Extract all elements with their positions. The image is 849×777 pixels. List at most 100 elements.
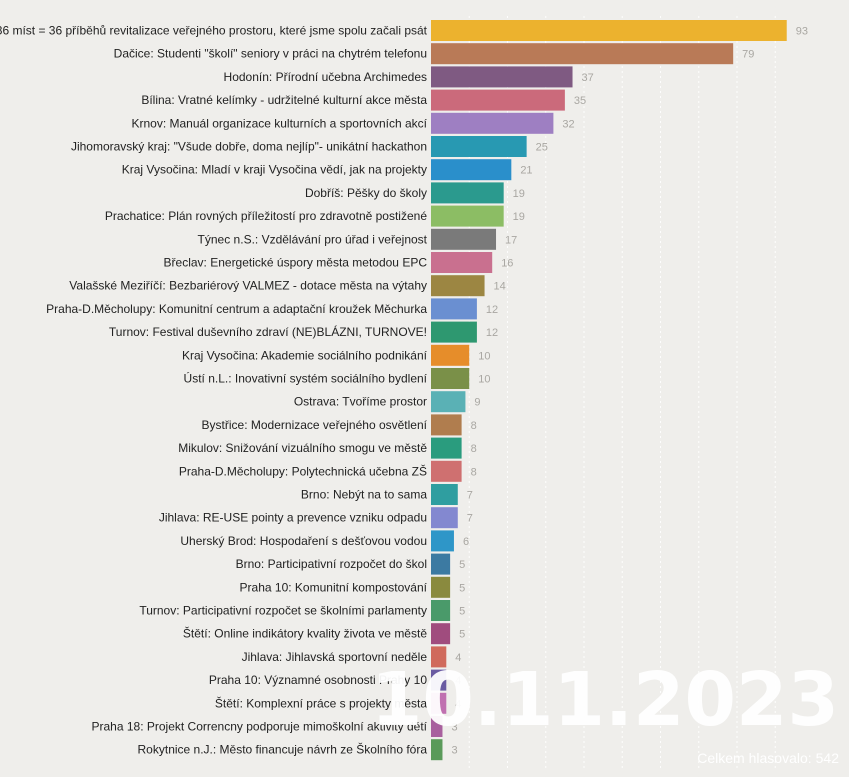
bar — [431, 275, 485, 297]
value-label: 10 — [478, 374, 490, 386]
category-label: Praha 18: Projekt Correncny podporuje mi… — [92, 720, 428, 734]
value-label: 17 — [505, 234, 517, 246]
bar — [431, 576, 451, 598]
value-label: 4 — [455, 675, 461, 687]
value-label: 25 — [536, 142, 548, 154]
category-label: Turnov: Festival duševního zdraví (NE)BL… — [109, 324, 427, 339]
category-label: Uherský Brod: Hospodaření s dešťovou vod… — [180, 534, 427, 548]
bar — [431, 739, 443, 761]
value-label: 9 — [474, 397, 480, 409]
bar — [431, 414, 462, 436]
bar — [431, 89, 565, 111]
category-label: Brno: Nebýt na to sama — [301, 488, 427, 502]
category-label: Mikulov: Snižování vizuálního smogu ve m… — [178, 441, 427, 455]
category-label: Týnec n.S.: Vzdělávání pro úřad i veřejn… — [198, 232, 428, 246]
bar — [431, 112, 554, 134]
value-label: 32 — [562, 118, 574, 130]
bar — [431, 646, 447, 668]
value-label: 6 — [463, 536, 469, 548]
value-label: 4 — [455, 652, 461, 664]
bar — [431, 553, 451, 575]
category-label: Štětí: Online indikátory kvality života … — [183, 626, 427, 641]
category-label: Prachatice: Plán rovných příležitostí pr… — [105, 209, 427, 223]
category-label: Praha 10: Komunitní kompostování — [240, 580, 428, 594]
category-label: Praha-D.Měcholupy: Polytechnická učebna … — [179, 463, 427, 478]
category-label: Ostrava: Tvoříme prostor — [294, 395, 427, 409]
value-label: 5 — [459, 629, 465, 641]
value-label: 21 — [520, 165, 532, 177]
value-label: 3 — [451, 722, 457, 734]
category-label: Praha 10: Významné osobnosti Prahy 10 — [209, 673, 427, 687]
value-label: 7 — [467, 490, 473, 502]
value-label: 8 — [471, 443, 477, 455]
value-label: 5 — [459, 582, 465, 594]
bar — [431, 530, 454, 552]
value-label: 16 — [501, 258, 513, 270]
bar — [431, 368, 470, 389]
bar — [431, 136, 527, 157]
value-label: 8 — [471, 466, 477, 478]
total-votes: Celkem hlasovalo: 542 — [693, 750, 839, 766]
value-label: 93 — [796, 26, 808, 38]
category-label: Dačice: Studenti "školí" seniory v práci… — [114, 47, 427, 61]
bar — [431, 182, 504, 204]
bar — [431, 205, 504, 227]
bar — [431, 460, 462, 482]
bar — [431, 692, 447, 714]
bar — [431, 716, 443, 737]
category-label: Brno: Participativní rozpočet do škol — [236, 557, 427, 571]
value-label: 12 — [486, 304, 498, 316]
bar — [431, 391, 466, 413]
total-votes-label: Celkem hlasovalo: — [697, 750, 812, 766]
category-label: Jihlava: RE-USE pointy a prevence vzniku… — [159, 511, 427, 525]
bar — [431, 344, 470, 366]
category-label: Štětí: Komplexní práce s projekty města — [215, 695, 427, 710]
category-label: Turnov: Participativní rozpočet se školn… — [139, 604, 427, 618]
category-label: Bystřice: Modernizace veřejného osvětlen… — [202, 418, 428, 432]
bar — [431, 623, 451, 645]
category-label: Praha 12: 36 míst = 36 příběhů revitaliz… — [0, 24, 428, 38]
category-label: Jihomoravský kraj: "Všude dobře, doma ne… — [71, 140, 427, 154]
category-label: Kraj Vysočina: Akademie sociálního podni… — [182, 348, 428, 362]
bar — [431, 437, 462, 459]
value-label: 14 — [494, 281, 506, 293]
category-label: Břeclav: Energetické úspory města metodo… — [164, 256, 428, 270]
value-label: 79 — [742, 49, 754, 61]
value-label: 19 — [513, 188, 525, 200]
category-label: Valašské Meziříčí: Bezbariérový VALMEZ -… — [69, 279, 427, 293]
bar — [431, 669, 447, 691]
category-label: Jihlava: Jihlavská sportovní neděle — [242, 650, 428, 664]
category-label: Krnov: Manuál organizace kulturních a sp… — [132, 116, 428, 130]
value-label: 37 — [582, 72, 594, 84]
value-label: 35 — [574, 95, 586, 107]
total-votes-value: 542 — [815, 750, 839, 766]
value-label: 4 — [455, 698, 461, 710]
category-label: Dobříš: Pěšky do školy — [305, 186, 427, 200]
bar — [431, 20, 787, 41]
value-label: 5 — [459, 606, 465, 618]
value-label: 19 — [513, 211, 525, 223]
bar — [431, 252, 493, 273]
bar — [431, 600, 451, 621]
value-label: 12 — [486, 327, 498, 339]
date-overlay: 10.11.2023 — [370, 657, 839, 743]
bar — [431, 159, 512, 181]
category-label: Kraj Vysočina: Mladí v kraji Vysočina vě… — [122, 163, 427, 177]
bar — [431, 484, 458, 505]
bar — [431, 66, 573, 88]
bar — [431, 228, 497, 250]
bar — [431, 43, 734, 65]
bar — [431, 321, 477, 343]
value-label: 10 — [478, 350, 490, 362]
category-label: Hodonín: Přírodní učebna Archimedes — [224, 70, 427, 84]
value-label: 3 — [451, 745, 457, 757]
category-label: Bílina: Vratné kelímky - udržitelné kult… — [141, 93, 427, 107]
bar — [431, 507, 458, 529]
category-label: Praha-D.Měcholupy: Komunitní centrum a a… — [46, 302, 427, 316]
value-label: 5 — [459, 559, 465, 571]
bar — [431, 298, 477, 320]
value-label: 7 — [467, 513, 473, 525]
category-label: Ústí n.L.: Inovativní systém sociálního … — [184, 371, 428, 386]
